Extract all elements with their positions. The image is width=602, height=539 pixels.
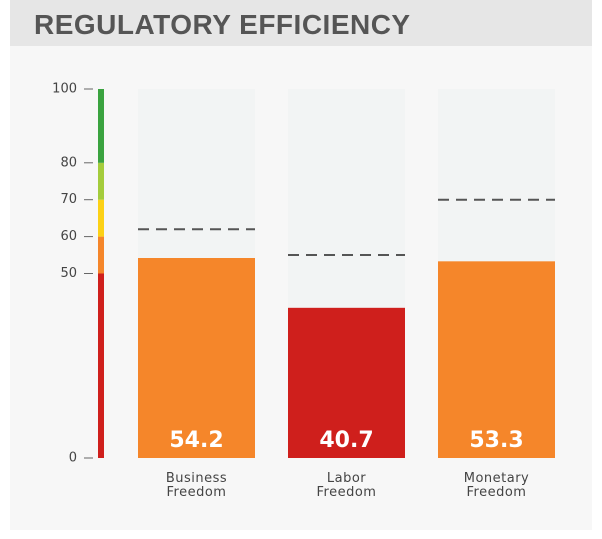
x-tick-label: Monetary Freedom [463,471,530,500]
y-tick-label: 60 [60,229,77,244]
x-tick-label: Business Freedom [165,471,228,500]
value-label: 53.3 [469,428,523,453]
bar [438,261,555,458]
y-tick-label: 0 [69,451,77,466]
y-tick-label: 70 [60,192,77,207]
color-band [98,273,104,458]
color-band [98,199,104,237]
color-band [98,162,104,200]
y-tick-label: 50 [60,266,77,281]
color-band [98,236,104,274]
y-tick-label: 80 [60,155,77,170]
y-tick-label: 100 [52,82,77,97]
x-tick-label: Labor Freedom [316,471,377,500]
header [10,0,592,46]
chart-title: REGULATORY EFFICIENCY [34,9,411,40]
value-label: 40.7 [319,428,373,453]
bar [288,307,405,458]
value-label: 54.2 [169,428,223,453]
bar [138,258,255,458]
color-band [98,89,104,163]
